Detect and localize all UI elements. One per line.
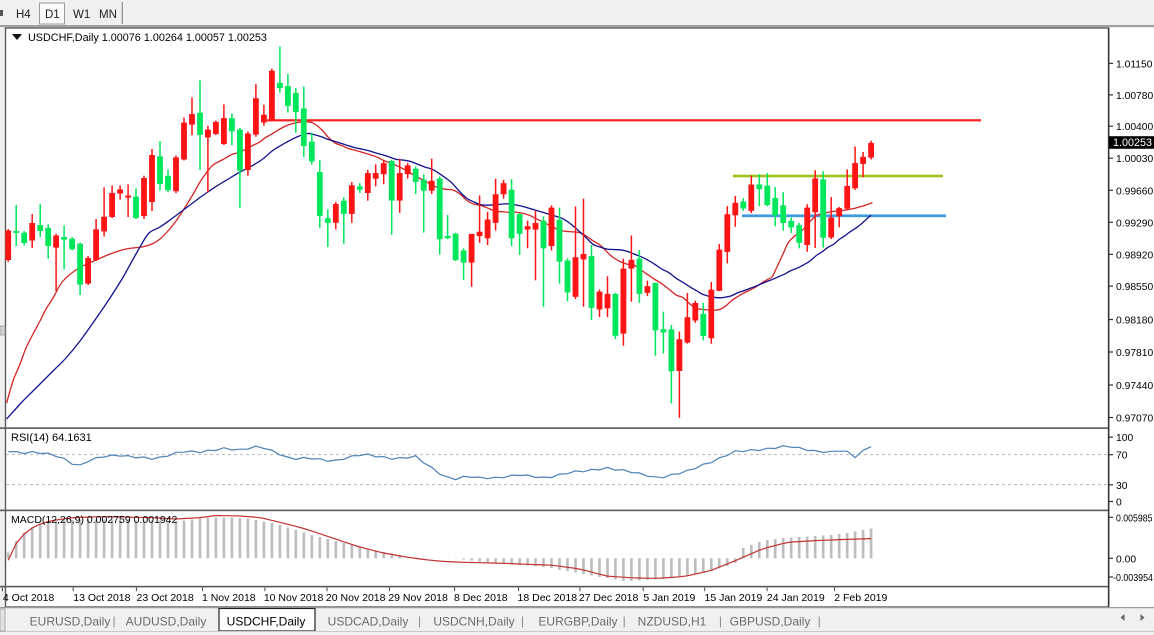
svg-text:30: 30 [1116, 481, 1128, 492]
svg-text:0: 0 [1116, 498, 1122, 509]
svg-text:15 Jan 2019: 15 Jan 2019 [704, 592, 762, 604]
svg-text:0.98550: 0.98550 [1116, 282, 1153, 293]
svg-text:USDCHF,Daily: USDCHF,Daily [227, 615, 306, 629]
svg-text:|: | [521, 614, 524, 628]
svg-text:5 Jan 2019: 5 Jan 2019 [643, 592, 695, 604]
svg-text:EURGBP,Daily: EURGBP,Daily [538, 615, 617, 629]
svg-text:1.00780: 1.00780 [1116, 91, 1153, 102]
svg-text:20 Nov 2018: 20 Nov 2018 [326, 592, 386, 604]
svg-text:18 Dec 2018: 18 Dec 2018 [518, 592, 578, 604]
svg-text:USDCHF,Daily 1.00076 1.00264: USDCHF,Daily 1.00076 1.00264 1.00057 1.0… [28, 32, 267, 44]
svg-text:1.00030: 1.00030 [1116, 154, 1153, 165]
svg-text:-0.003954: -0.003954 [1113, 573, 1153, 584]
svg-text:MN: MN [99, 9, 117, 21]
svg-text:W1: W1 [73, 9, 90, 21]
svg-text:0.005985: 0.005985 [1116, 513, 1153, 524]
svg-text:|: | [418, 614, 421, 628]
svg-text:AUDUSD,Daily: AUDUSD,Daily [126, 615, 207, 629]
svg-text:0.00: 0.00 [1116, 554, 1136, 565]
svg-text:USDCAD,Daily: USDCAD,Daily [328, 615, 409, 629]
svg-text:0.98180: 0.98180 [1116, 316, 1153, 327]
svg-text:0.97440: 0.97440 [1116, 381, 1153, 392]
svg-text:1.00253: 1.00253 [1113, 137, 1152, 149]
svg-text:0.99660: 0.99660 [1116, 186, 1153, 197]
svg-text:GBPUSD,Daily: GBPUSD,Daily [730, 615, 811, 629]
svg-text:2 Feb 2019: 2 Feb 2019 [834, 592, 887, 604]
svg-text:1 Nov 2018: 1 Nov 2018 [202, 592, 256, 604]
svg-text:70: 70 [1116, 451, 1128, 462]
svg-text:13 Oct 2018: 13 Oct 2018 [73, 592, 130, 604]
svg-text:8 Dec 2018: 8 Dec 2018 [454, 592, 508, 604]
svg-text:|: | [719, 614, 722, 628]
svg-text:|: | [623, 614, 626, 628]
svg-text:4 Oct 2018: 4 Oct 2018 [3, 592, 55, 604]
svg-text:23 Oct 2018: 23 Oct 2018 [136, 592, 193, 604]
svg-text:NZDUSD,H1: NZDUSD,H1 [638, 615, 707, 629]
svg-text:1.00400: 1.00400 [1116, 122, 1153, 133]
svg-text:10 Nov 2018: 10 Nov 2018 [264, 592, 324, 604]
svg-text:27 Dec 2018: 27 Dec 2018 [579, 592, 639, 604]
svg-text:D1: D1 [45, 9, 60, 21]
svg-text:1.01150: 1.01150 [1116, 59, 1153, 70]
svg-text:|: | [818, 614, 821, 628]
svg-text:100: 100 [1116, 433, 1133, 444]
svg-text:H4: H4 [16, 9, 31, 21]
svg-text:EURUSD,Daily: EURUSD,Daily [30, 615, 111, 629]
svg-text:RSI(14) 64.1631: RSI(14) 64.1631 [11, 432, 92, 444]
svg-text:0.98920: 0.98920 [1116, 250, 1153, 261]
svg-text:|: | [112, 614, 115, 628]
svg-text:29 Nov 2018: 29 Nov 2018 [388, 592, 448, 604]
svg-text:0.99290: 0.99290 [1116, 218, 1153, 229]
svg-text:MACD(12,26,9) 0.002759 0.00194: MACD(12,26,9) 0.002759 0.001942 [11, 514, 178, 526]
svg-text:0.97070: 0.97070 [1116, 414, 1153, 425]
svg-text:USDCNH,Daily: USDCNH,Daily [433, 615, 514, 629]
svg-text:0.97810: 0.97810 [1116, 348, 1153, 359]
svg-text:24 Jan 2019: 24 Jan 2019 [767, 592, 825, 604]
